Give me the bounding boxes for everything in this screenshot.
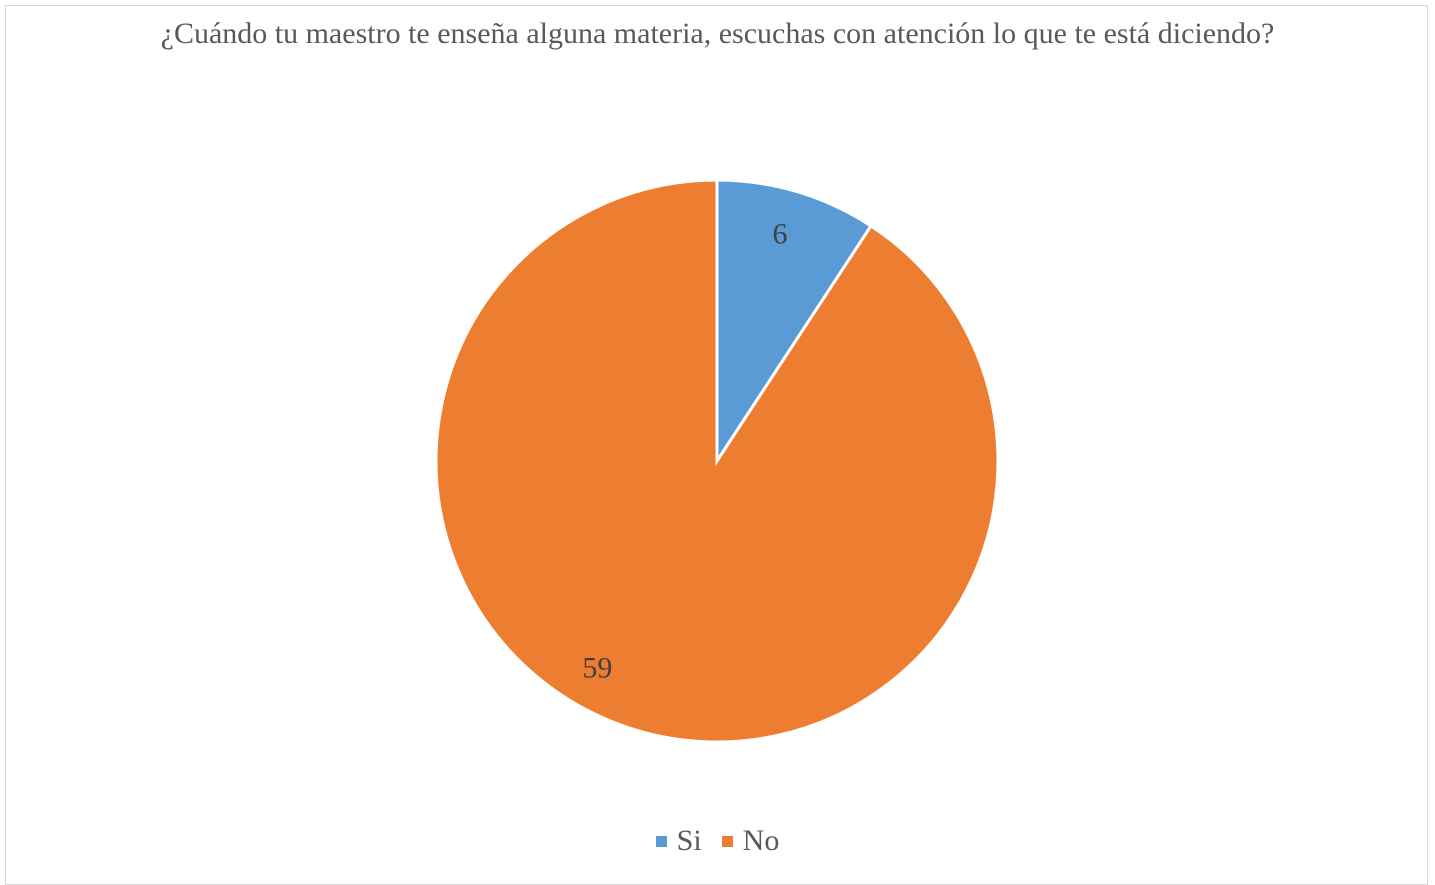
pie-slice-no[interactable]	[434, 178, 1000, 744]
legend-item-no[interactable]: No	[721, 824, 780, 858]
legend-item-si[interactable]: Si	[655, 824, 702, 858]
legend: Si No	[0, 824, 1435, 858]
data-label-no: 59	[582, 652, 612, 685]
chart-title: ¿Cuándo tu maestro te enseña alguna mate…	[160, 17, 1275, 50]
legend-label-no: No	[742, 824, 780, 857]
data-label-si: 6	[772, 218, 787, 251]
legend-swatch-si	[655, 835, 667, 847]
pie-slice-si[interactable]	[715, 178, 874, 467]
legend-label-si: Si	[676, 824, 702, 857]
legend-swatch-no	[721, 835, 733, 847]
